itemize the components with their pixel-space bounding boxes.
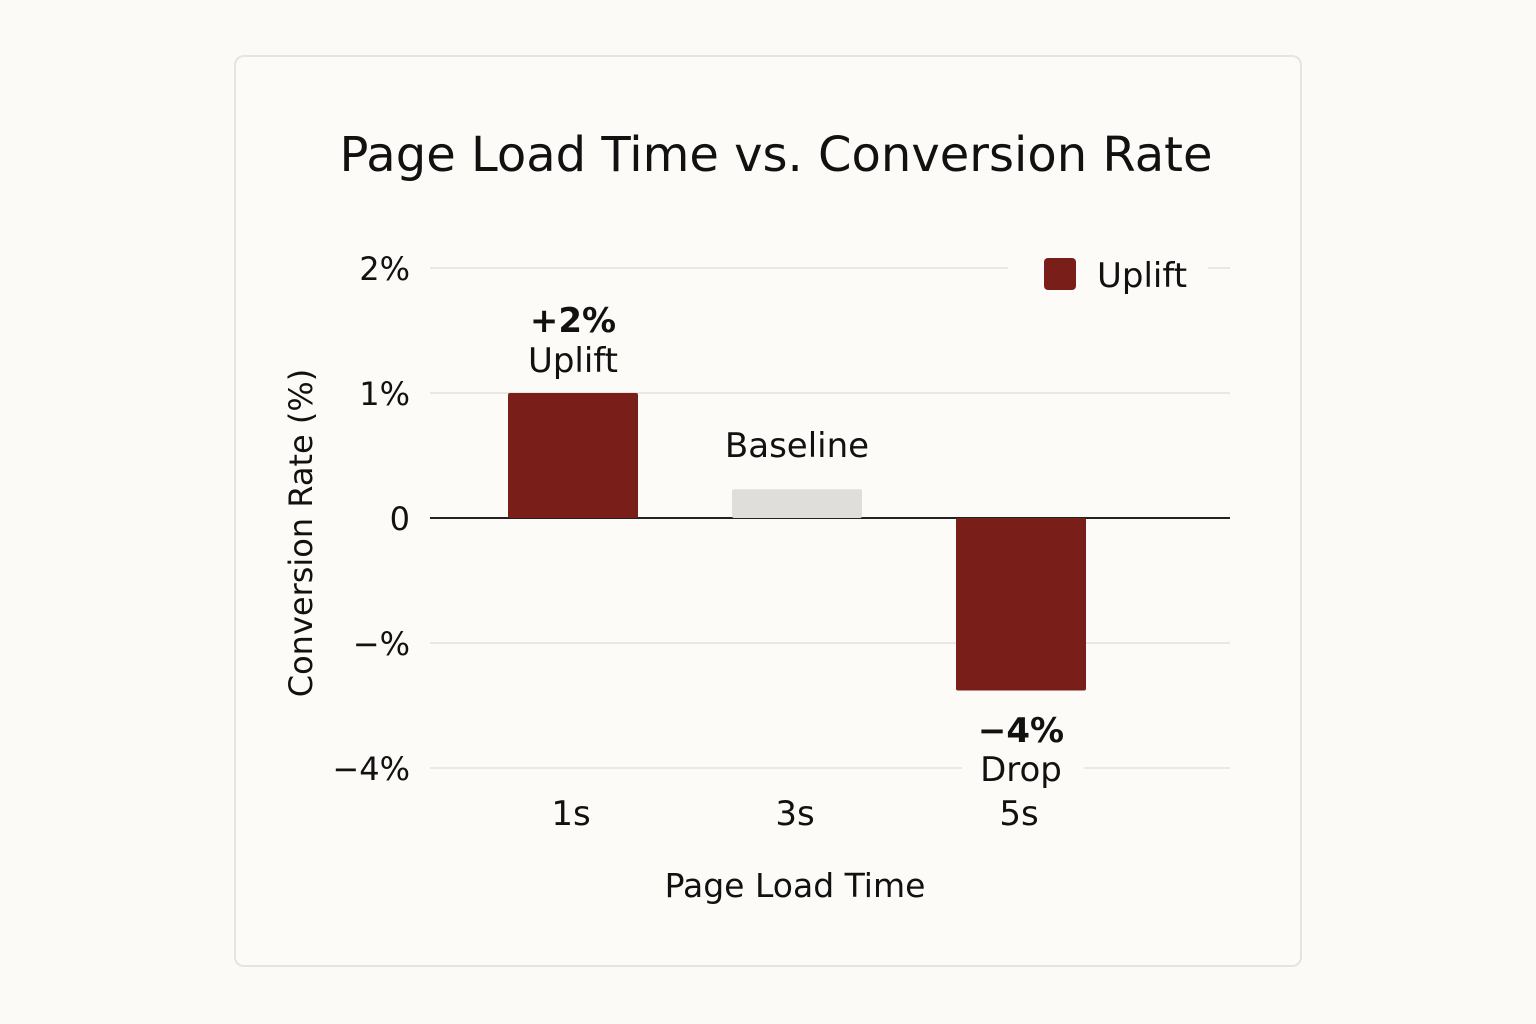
x-axis-label: Page Load Time <box>665 866 926 905</box>
annotation-label: Uplift <box>528 341 618 381</box>
y-tick-label: 0 <box>390 500 410 538</box>
legend-label: Uplift <box>1097 256 1187 296</box>
annotation-background <box>962 752 1084 786</box>
y-tick-label: 1% <box>359 375 410 413</box>
x-tick-label: 1s <box>551 794 590 834</box>
y-tick-label: −4% <box>332 750 410 788</box>
legend-swatch <box>1044 258 1076 290</box>
bar-5s <box>956 518 1086 691</box>
annotation-value: +2% <box>530 301 616 341</box>
annotation-label: Drop <box>980 750 1062 790</box>
annotation-label: Baseline <box>725 426 869 466</box>
annotation-value: −4% <box>978 711 1064 751</box>
y-tick-label: 2% <box>359 250 410 288</box>
legend-background <box>1008 250 1208 300</box>
x-tick-label: 3s <box>775 794 814 834</box>
y-tick-label: −% <box>353 625 410 663</box>
bar-1s <box>508 393 638 518</box>
y-axis-label: Conversion Rate (%) <box>282 369 320 698</box>
chart-title: Page Load Time vs. Conversion Rate <box>340 127 1213 183</box>
bar-3s <box>732 489 862 518</box>
x-tick-label: 5s <box>999 794 1038 834</box>
